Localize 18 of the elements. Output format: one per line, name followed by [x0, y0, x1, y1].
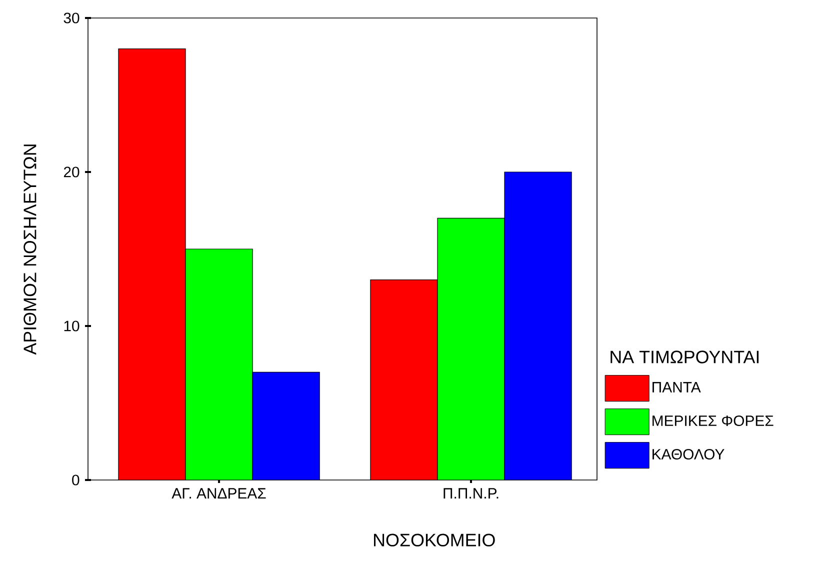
- bar: [185, 248, 253, 480]
- bar: [370, 279, 438, 480]
- legend-label: ΚΑΘΟΛΟΥ: [652, 448, 724, 460]
- x-tick-label: Π.Π.Ν.Ρ.: [444, 488, 498, 498]
- legend-label: ΠΑΝΤΑ: [652, 382, 701, 392]
- x-tick-label: ΑΓ. ΑΝΔΡΕΑΣ: [172, 488, 266, 498]
- x-axis-title: ΝΟΣΟΚΟΜΕΙΟ: [374, 534, 495, 546]
- y-tick-label: 0: [72, 474, 80, 486]
- y-tick-label: 20: [64, 166, 80, 178]
- legend-label: ΜΕΡΙΚΕΣ ΦΟΡΕΣ: [652, 415, 774, 426]
- bar: [118, 48, 186, 480]
- bar: [504, 172, 572, 480]
- legend-title: ΝΑ ΤΙΜΩΡΟΥΝΤΑΙ: [610, 350, 759, 364]
- y-tick-label: 30: [64, 12, 80, 24]
- y-tick-label: 10: [64, 320, 80, 332]
- bar: [437, 218, 505, 480]
- bar: [252, 372, 320, 480]
- y-axis-title: ΑΡΙΘΜΟΣ ΝΟΣΗΛΕΥΤΩΝ: [24, 144, 36, 355]
